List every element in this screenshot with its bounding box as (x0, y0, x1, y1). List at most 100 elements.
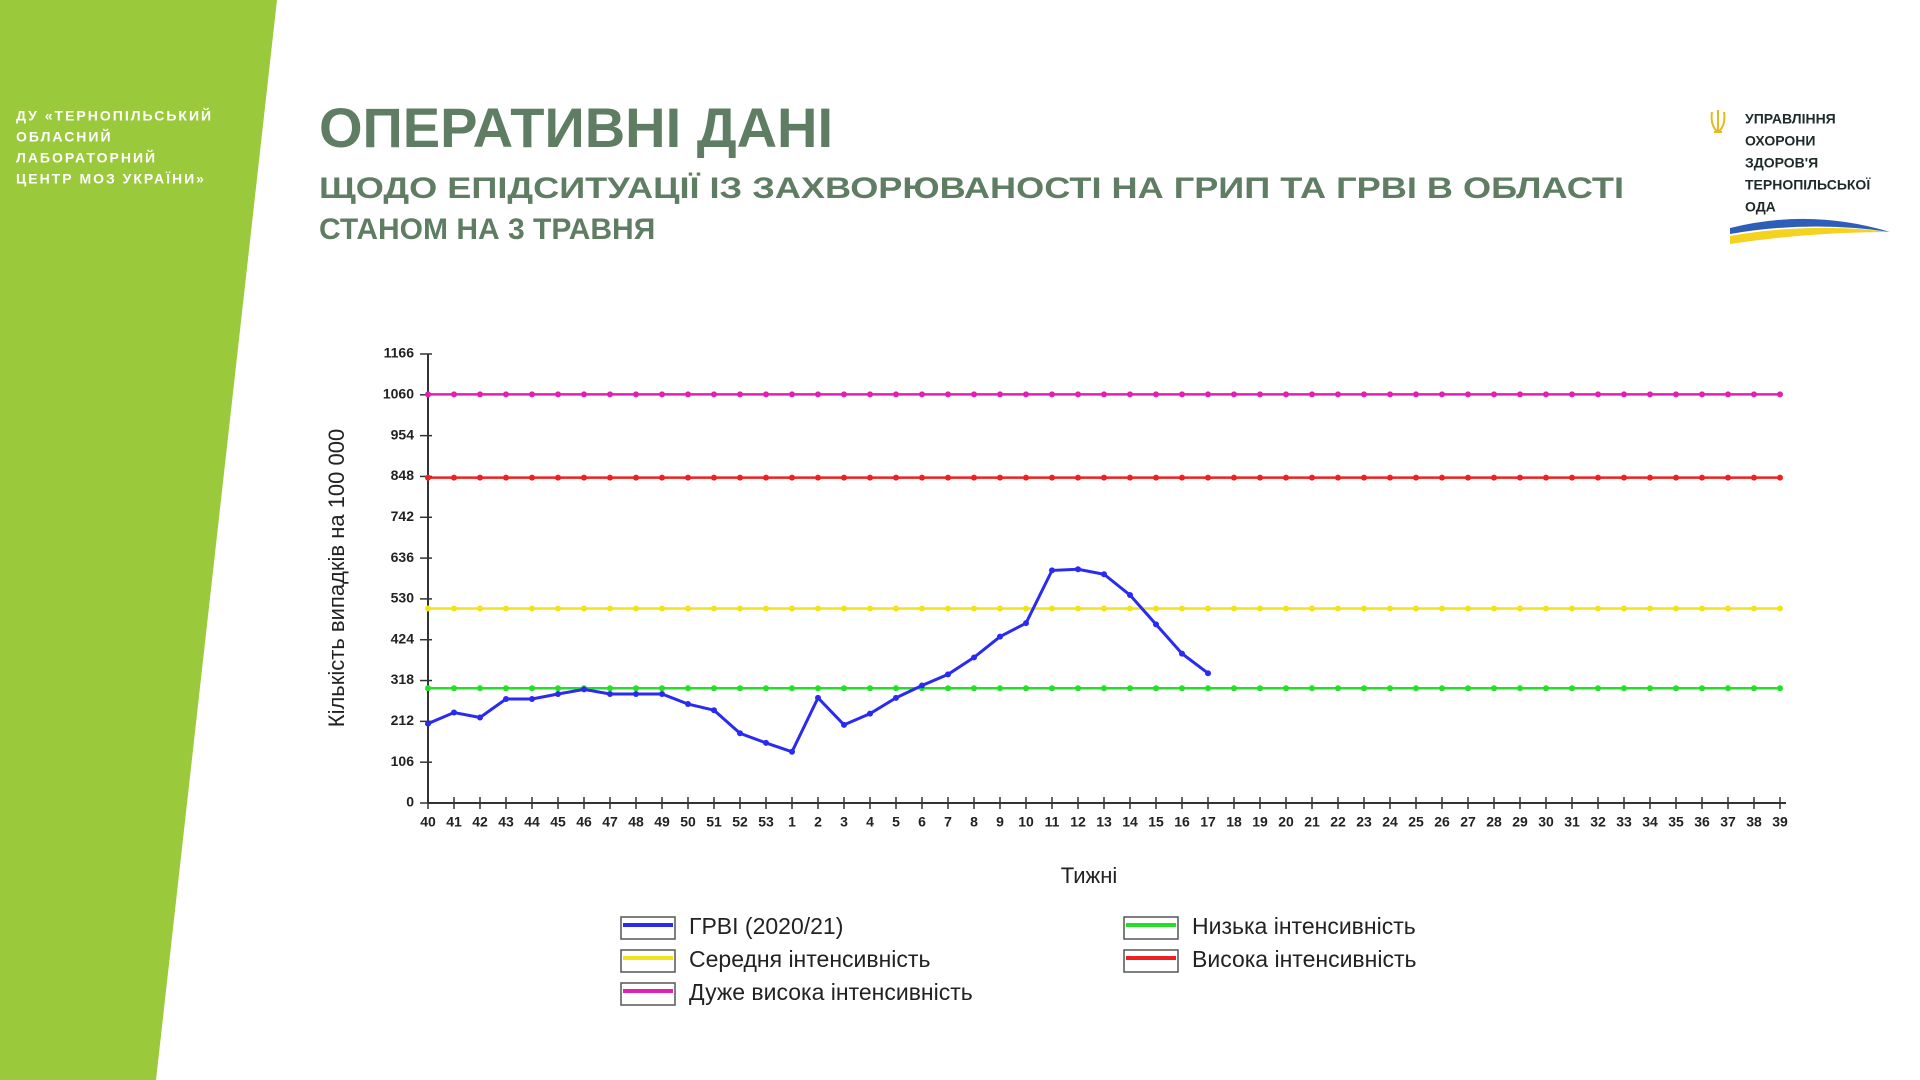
point (893, 694, 899, 701)
point (1777, 474, 1783, 481)
point (763, 474, 769, 481)
point (841, 605, 847, 612)
y-tick-label: 212 (391, 712, 415, 728)
x-tick-label: 41 (446, 814, 462, 830)
point (1621, 685, 1627, 692)
legend-label: Середня інтенсивність (689, 946, 930, 972)
point (685, 701, 691, 708)
point (1361, 605, 1367, 612)
x-tick-label: 31 (1564, 814, 1580, 830)
point (633, 391, 639, 398)
point (1543, 391, 1549, 398)
x-tick-label: 20 (1278, 814, 1294, 830)
sidebar-text: ОБЛАСНИЙ (16, 128, 113, 145)
point (503, 605, 509, 612)
point (711, 605, 717, 612)
point (555, 474, 561, 481)
x-tick-label: 35 (1668, 814, 1684, 830)
point (1725, 685, 1731, 692)
point (633, 605, 639, 612)
point (1023, 474, 1029, 481)
point (1517, 391, 1523, 398)
y-tick-label: 742 (391, 508, 415, 524)
point (841, 391, 847, 398)
point (1647, 391, 1653, 398)
point (997, 605, 1003, 612)
point (1049, 474, 1055, 481)
point (867, 474, 873, 481)
point (1751, 391, 1757, 398)
point (789, 474, 795, 481)
point (737, 391, 743, 398)
x-tick-label: 13 (1096, 814, 1112, 830)
point (867, 710, 873, 717)
x-tick-label: 24 (1382, 814, 1398, 830)
legend-swatch (1123, 949, 1179, 973)
point (659, 691, 665, 698)
point (685, 685, 691, 692)
point (1231, 391, 1237, 398)
title: ОПЕРАТИВНІ ДАНІ (319, 96, 833, 159)
point (555, 391, 561, 398)
point (919, 605, 925, 612)
point (841, 685, 847, 692)
x-tick-label: 33 (1616, 814, 1632, 830)
x-tick-label: 1 (788, 814, 796, 830)
point (1283, 391, 1289, 398)
point (1101, 474, 1107, 481)
point (1569, 605, 1575, 612)
point (1465, 391, 1471, 398)
point (685, 391, 691, 398)
x-tick-label: 30 (1538, 814, 1554, 830)
x-tick-label: 34 (1642, 814, 1658, 830)
point (1335, 391, 1341, 398)
y-tick-label: 530 (391, 590, 415, 606)
point (1257, 685, 1263, 692)
point (1413, 605, 1419, 612)
point (789, 748, 795, 755)
point (1101, 571, 1107, 578)
point (633, 685, 639, 692)
point (1777, 685, 1783, 692)
legend-label: ГРВІ (2020/21) (689, 913, 843, 939)
x-tick-label: 51 (706, 814, 722, 830)
point (789, 391, 795, 398)
x-tick-label: 42 (472, 814, 488, 830)
legend-label: Низька інтенсивність (1192, 913, 1416, 939)
point (1283, 605, 1289, 612)
point (1257, 474, 1263, 481)
logo-text: ЗДОРОВ'Я (1745, 155, 1818, 171)
point (1361, 685, 1367, 692)
point (529, 605, 535, 612)
point (1179, 650, 1185, 657)
point (1439, 605, 1445, 612)
point (893, 605, 899, 612)
point (1465, 685, 1471, 692)
point (1023, 685, 1029, 692)
point (1621, 474, 1627, 481)
point (1309, 605, 1315, 612)
point (737, 685, 743, 692)
point (1153, 605, 1159, 612)
point (1647, 685, 1653, 692)
point (503, 685, 509, 692)
point (1699, 605, 1705, 612)
x-tick-label: 5 (892, 814, 900, 830)
y-tick-label: 636 (391, 549, 415, 565)
point (1023, 605, 1029, 612)
point (763, 391, 769, 398)
point (1777, 391, 1783, 398)
point (1075, 685, 1081, 692)
point (763, 739, 769, 746)
sidebar-text: ДУ «ТЕРНОПІЛЬСЬКИЙ (16, 107, 213, 124)
point (815, 474, 821, 481)
point (1049, 567, 1055, 574)
point (1413, 685, 1419, 692)
point (945, 605, 951, 612)
point (1491, 685, 1497, 692)
point (997, 633, 1003, 640)
point (1413, 474, 1419, 481)
point (451, 709, 457, 716)
point (737, 605, 743, 612)
x-tick-label: 32 (1590, 814, 1606, 830)
